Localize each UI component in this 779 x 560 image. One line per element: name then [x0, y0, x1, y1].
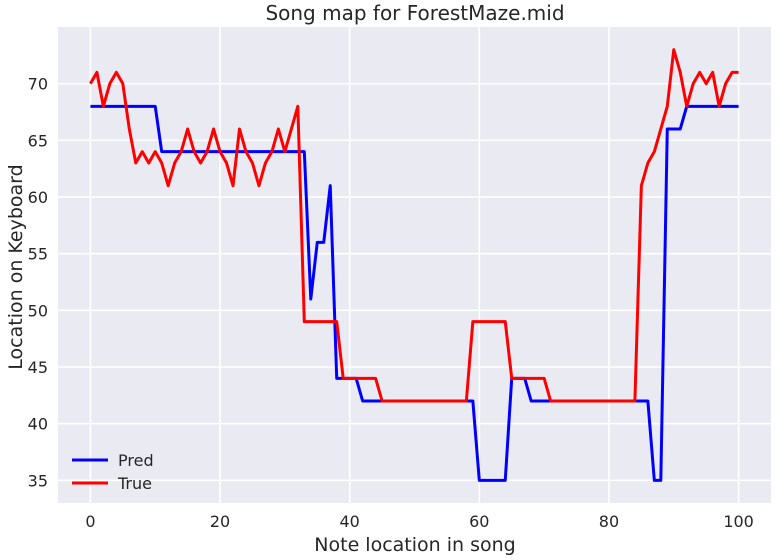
y-tick-label: 40 [28, 415, 48, 434]
y-tick-label: 60 [28, 188, 48, 207]
y-tick-label: 50 [28, 301, 48, 320]
legend-label-pred: Pred [118, 451, 154, 470]
grid [58, 27, 771, 503]
series-line-true [89, 48, 739, 403]
x-tick-label: 100 [723, 512, 754, 531]
y-tick-label: 70 [28, 75, 48, 94]
x-tick-label: 40 [340, 512, 360, 531]
series-layer [89, 48, 739, 482]
x-tick-label: 0 [85, 512, 95, 531]
legend-label-true: True [117, 474, 152, 493]
y-tick-label: 45 [28, 358, 48, 377]
y-tick-labels: 35 40 45 50 55 60 65 70 [28, 75, 48, 491]
x-tick-label: 60 [469, 512, 489, 531]
legend: Pred True [72, 451, 154, 493]
x-tick-label: 20 [210, 512, 230, 531]
y-tick-label: 65 [28, 131, 48, 150]
y-tick-label: 35 [28, 471, 48, 490]
y-axis-label: Location on Keyboard [5, 164, 27, 369]
x-tick-labels: 0 20 40 60 80 100 [85, 512, 754, 531]
x-axis-label: Note location in song [314, 534, 515, 556]
chart-title: Song map for ForestMaze.mid [265, 1, 564, 25]
x-tick-label: 80 [599, 512, 619, 531]
y-tick-label: 55 [28, 245, 48, 264]
